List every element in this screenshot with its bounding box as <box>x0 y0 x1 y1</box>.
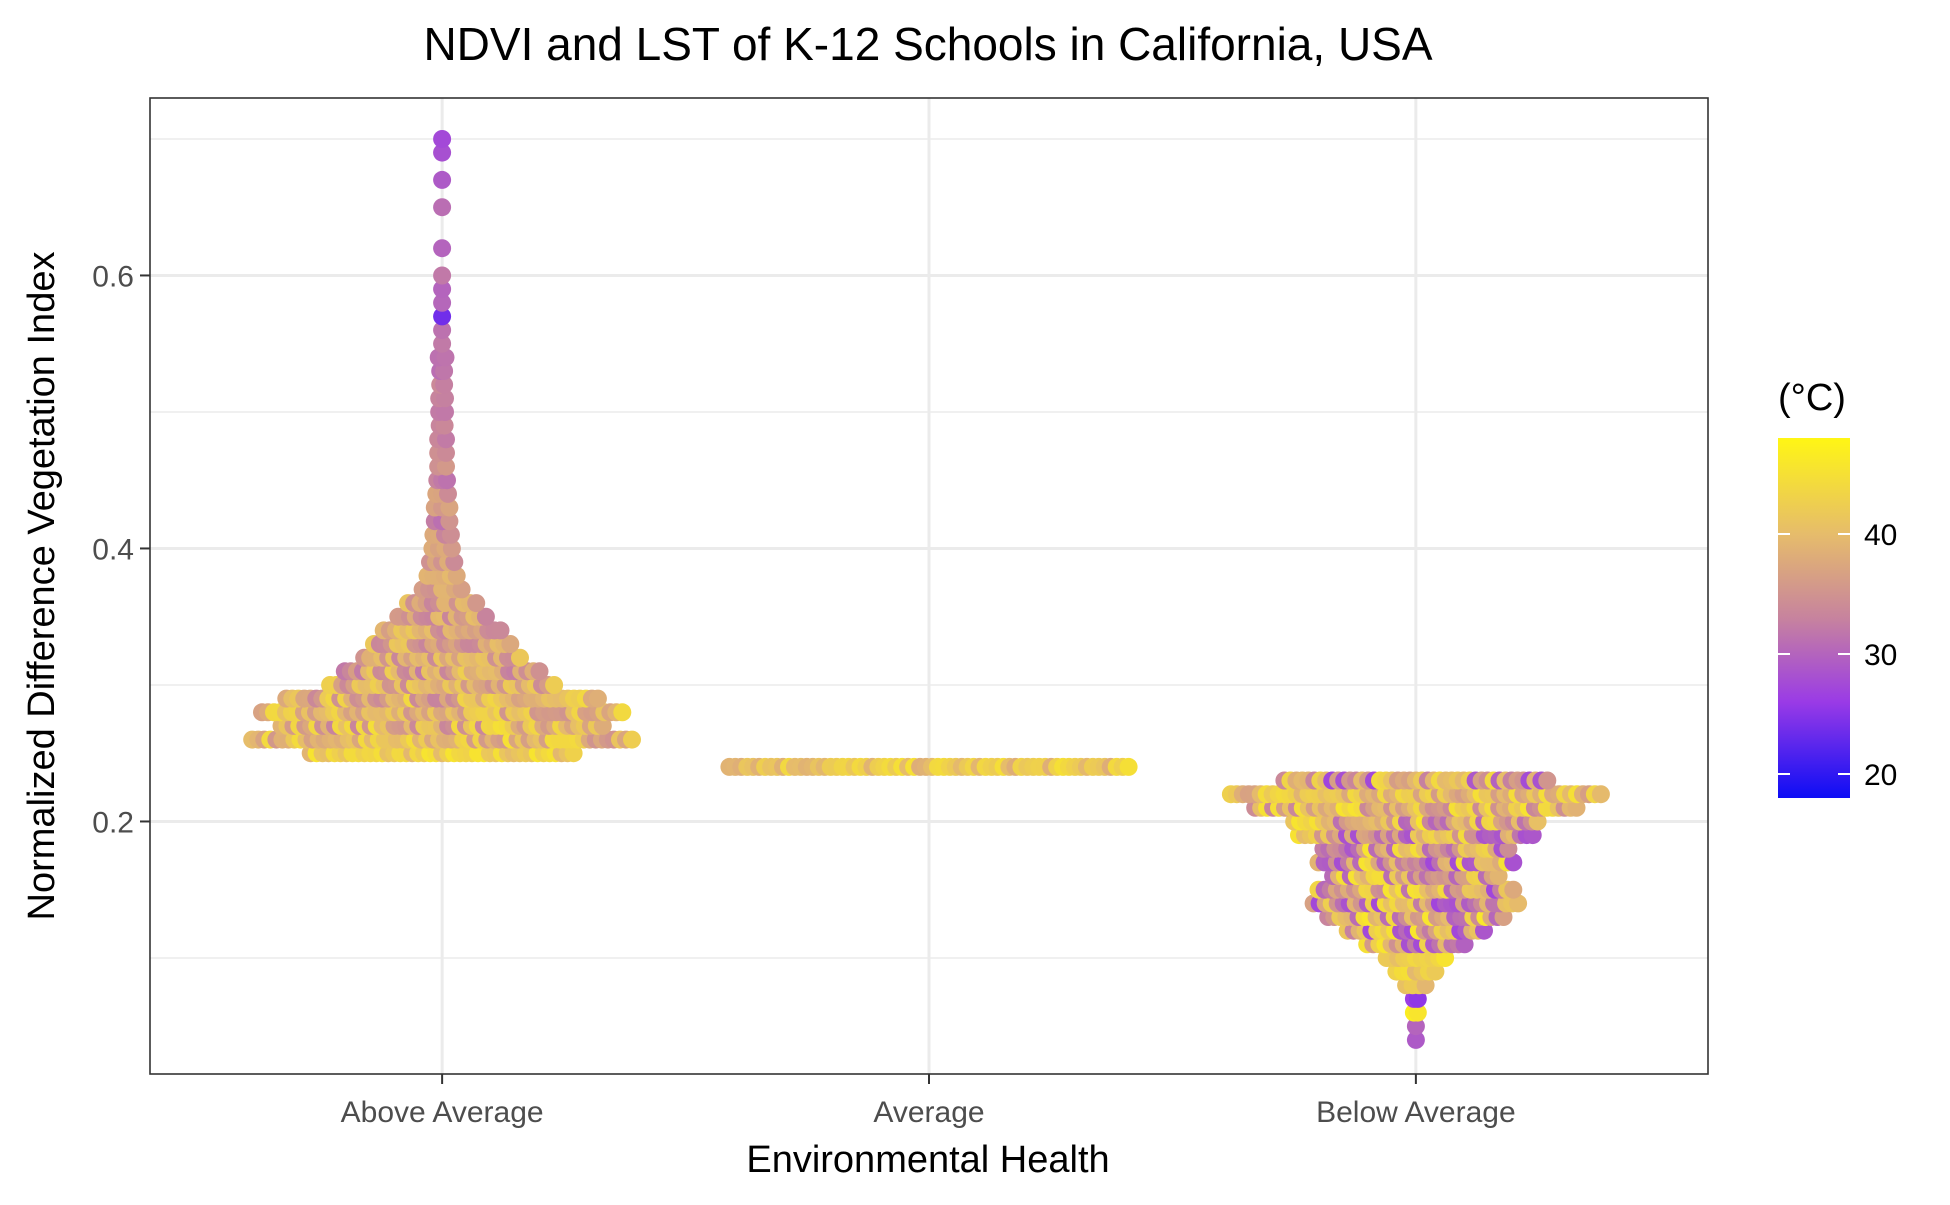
data-point <box>1592 785 1610 803</box>
data-point <box>467 594 485 612</box>
y-tick-label: 0.2 <box>92 806 134 839</box>
data-point <box>433 198 451 216</box>
x-axis: Above Average Average Below Average <box>341 1074 1516 1129</box>
legend-tick-label: 40 <box>1864 519 1897 552</box>
x-tick-label: Below Average <box>1316 1096 1516 1129</box>
data-point <box>589 690 607 708</box>
data-point <box>492 621 510 639</box>
x-tick-label: Average <box>873 1096 984 1129</box>
legend-colorbar <box>1778 438 1850 798</box>
data-point <box>531 662 549 680</box>
x-tick-label: Above Average <box>341 1096 544 1129</box>
chart-title: NDVI and LST of K-12 Schools in Californ… <box>423 18 1432 70</box>
legend-tick-label: 30 <box>1864 639 1897 672</box>
y-axis-label: Normalized Difference Vegetation Index <box>21 252 63 921</box>
data-point <box>1120 758 1138 776</box>
data-point <box>433 130 451 148</box>
data-point <box>433 267 451 285</box>
data-point <box>1538 772 1556 790</box>
data-point <box>1504 881 1522 899</box>
color-legend: (°C) 20 30 40 <box>1778 377 1897 798</box>
y-tick-label: 0.4 <box>92 533 134 566</box>
data-point <box>433 239 451 257</box>
data-point <box>545 676 563 694</box>
data-point <box>613 703 631 721</box>
data-point <box>623 731 641 749</box>
x-axis-label: Environmental Health <box>746 1139 1109 1181</box>
legend-tick-label: 20 <box>1864 759 1897 792</box>
y-tick-label: 0.6 <box>92 260 134 293</box>
data-point <box>433 171 451 189</box>
y-axis: 0.2 0.4 0.6 <box>92 260 150 839</box>
legend-title: (°C) <box>1778 377 1846 419</box>
